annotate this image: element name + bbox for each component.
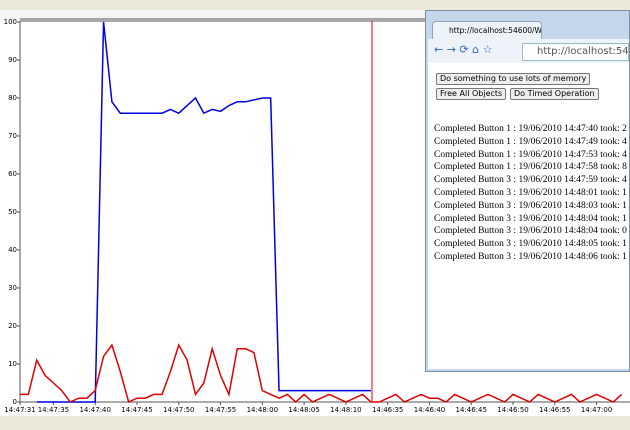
log-line: Completed Button 1 : 19/06/2010 14:47:49… — [434, 136, 627, 147]
address-bar[interactable]: http://localhost:54600/ — [522, 43, 629, 61]
browser-window: http://localhost:54600/W... ← → ⟳ ⌂ ☆ ht… — [425, 10, 630, 372]
chart-header — [0, 10, 630, 20]
x-tick-label: 14:48:05 — [288, 406, 319, 414]
y-tick-label: 20 — [8, 322, 17, 330]
toolbar — [0, 0, 630, 10]
log-line: Completed Button 3 : 19/06/2010 14:48:06… — [434, 252, 627, 262]
log-line: Completed Button 3 : 19/06/2010 14:48:03… — [434, 200, 627, 211]
y-tick-label: 10 — [8, 360, 17, 368]
button[interactable]: Do Timed Operation — [510, 88, 599, 100]
log-line: Completed Button 3 : 19/06/2010 14:48:04… — [434, 226, 627, 237]
button[interactable]: Free All Objects — [436, 88, 507, 100]
x-tick-label: 14:47:00 — [581, 406, 612, 414]
status-bar — [0, 416, 630, 430]
x-tick-label: 14:46:45 — [456, 406, 487, 414]
page: Do something to use lots of memory Free A… — [428, 63, 629, 369]
x-tick-label: 14:47:35 — [38, 406, 69, 414]
x-tick-label: 14:47:50 — [163, 406, 194, 414]
y-tick-label: 80 — [8, 94, 17, 102]
x-tick-label: 14:48:10 — [330, 406, 361, 414]
log-line: Completed Button 3 : 19/06/2010 14:48:04… — [434, 213, 627, 224]
log-line: Completed Button 3 : 19/06/2010 14:48:05… — [434, 239, 627, 250]
x-tick-label: 14:47:31 — [4, 406, 35, 414]
x-tick-label: 14:46:40 — [414, 406, 445, 414]
nav-bar: ← → ⟳ ⌂ ☆ http://localhost:54600/ — [428, 39, 629, 63]
log-line: Completed Button 1 : 19/06/2010 14:47:40… — [434, 124, 627, 134]
log-line: Completed Button 3 : 19/06/2010 14:48:01… — [434, 188, 627, 198]
x-tick-label: 14:46:55 — [539, 406, 570, 414]
x-tick-label: 14:47:55 — [205, 406, 236, 414]
y-tick-label: 90 — [8, 56, 17, 64]
x-tick-label: 14:46:50 — [497, 406, 528, 414]
y-tick-label: 30 — [8, 284, 17, 292]
series-line — [36, 21, 371, 403]
y-tick-label: 60 — [8, 170, 17, 178]
log-line: Completed Button 1 : 19/06/2010 14:47:58… — [434, 162, 627, 173]
y-tick-label: 40 — [8, 246, 17, 254]
log-line: Completed Button 1 : 19/06/2010 14:47:53… — [434, 149, 627, 160]
nav-buttons[interactable]: ← → ⟳ ⌂ ☆ — [434, 43, 493, 56]
x-tick-label: 14:47:40 — [79, 406, 110, 414]
y-tick-label: 100 — [4, 18, 17, 26]
y-tick-label: 70 — [8, 132, 17, 140]
button[interactable]: Do something to use lots of memory — [436, 73, 591, 85]
x-tick-label: 14:47:45 — [121, 406, 152, 414]
tab[interactable]: http://localhost:54600/W... — [432, 21, 542, 39]
x-tick-label: 14:46:35 — [372, 406, 403, 414]
log-line: Completed Button 3 : 19/06/2010 14:47:59… — [434, 175, 627, 186]
series-line — [20, 343, 623, 404]
x-tick-label: 14:48:00 — [247, 406, 278, 414]
y-tick-label: 50 — [8, 208, 17, 216]
y-tick-label: 0 — [13, 398, 17, 406]
